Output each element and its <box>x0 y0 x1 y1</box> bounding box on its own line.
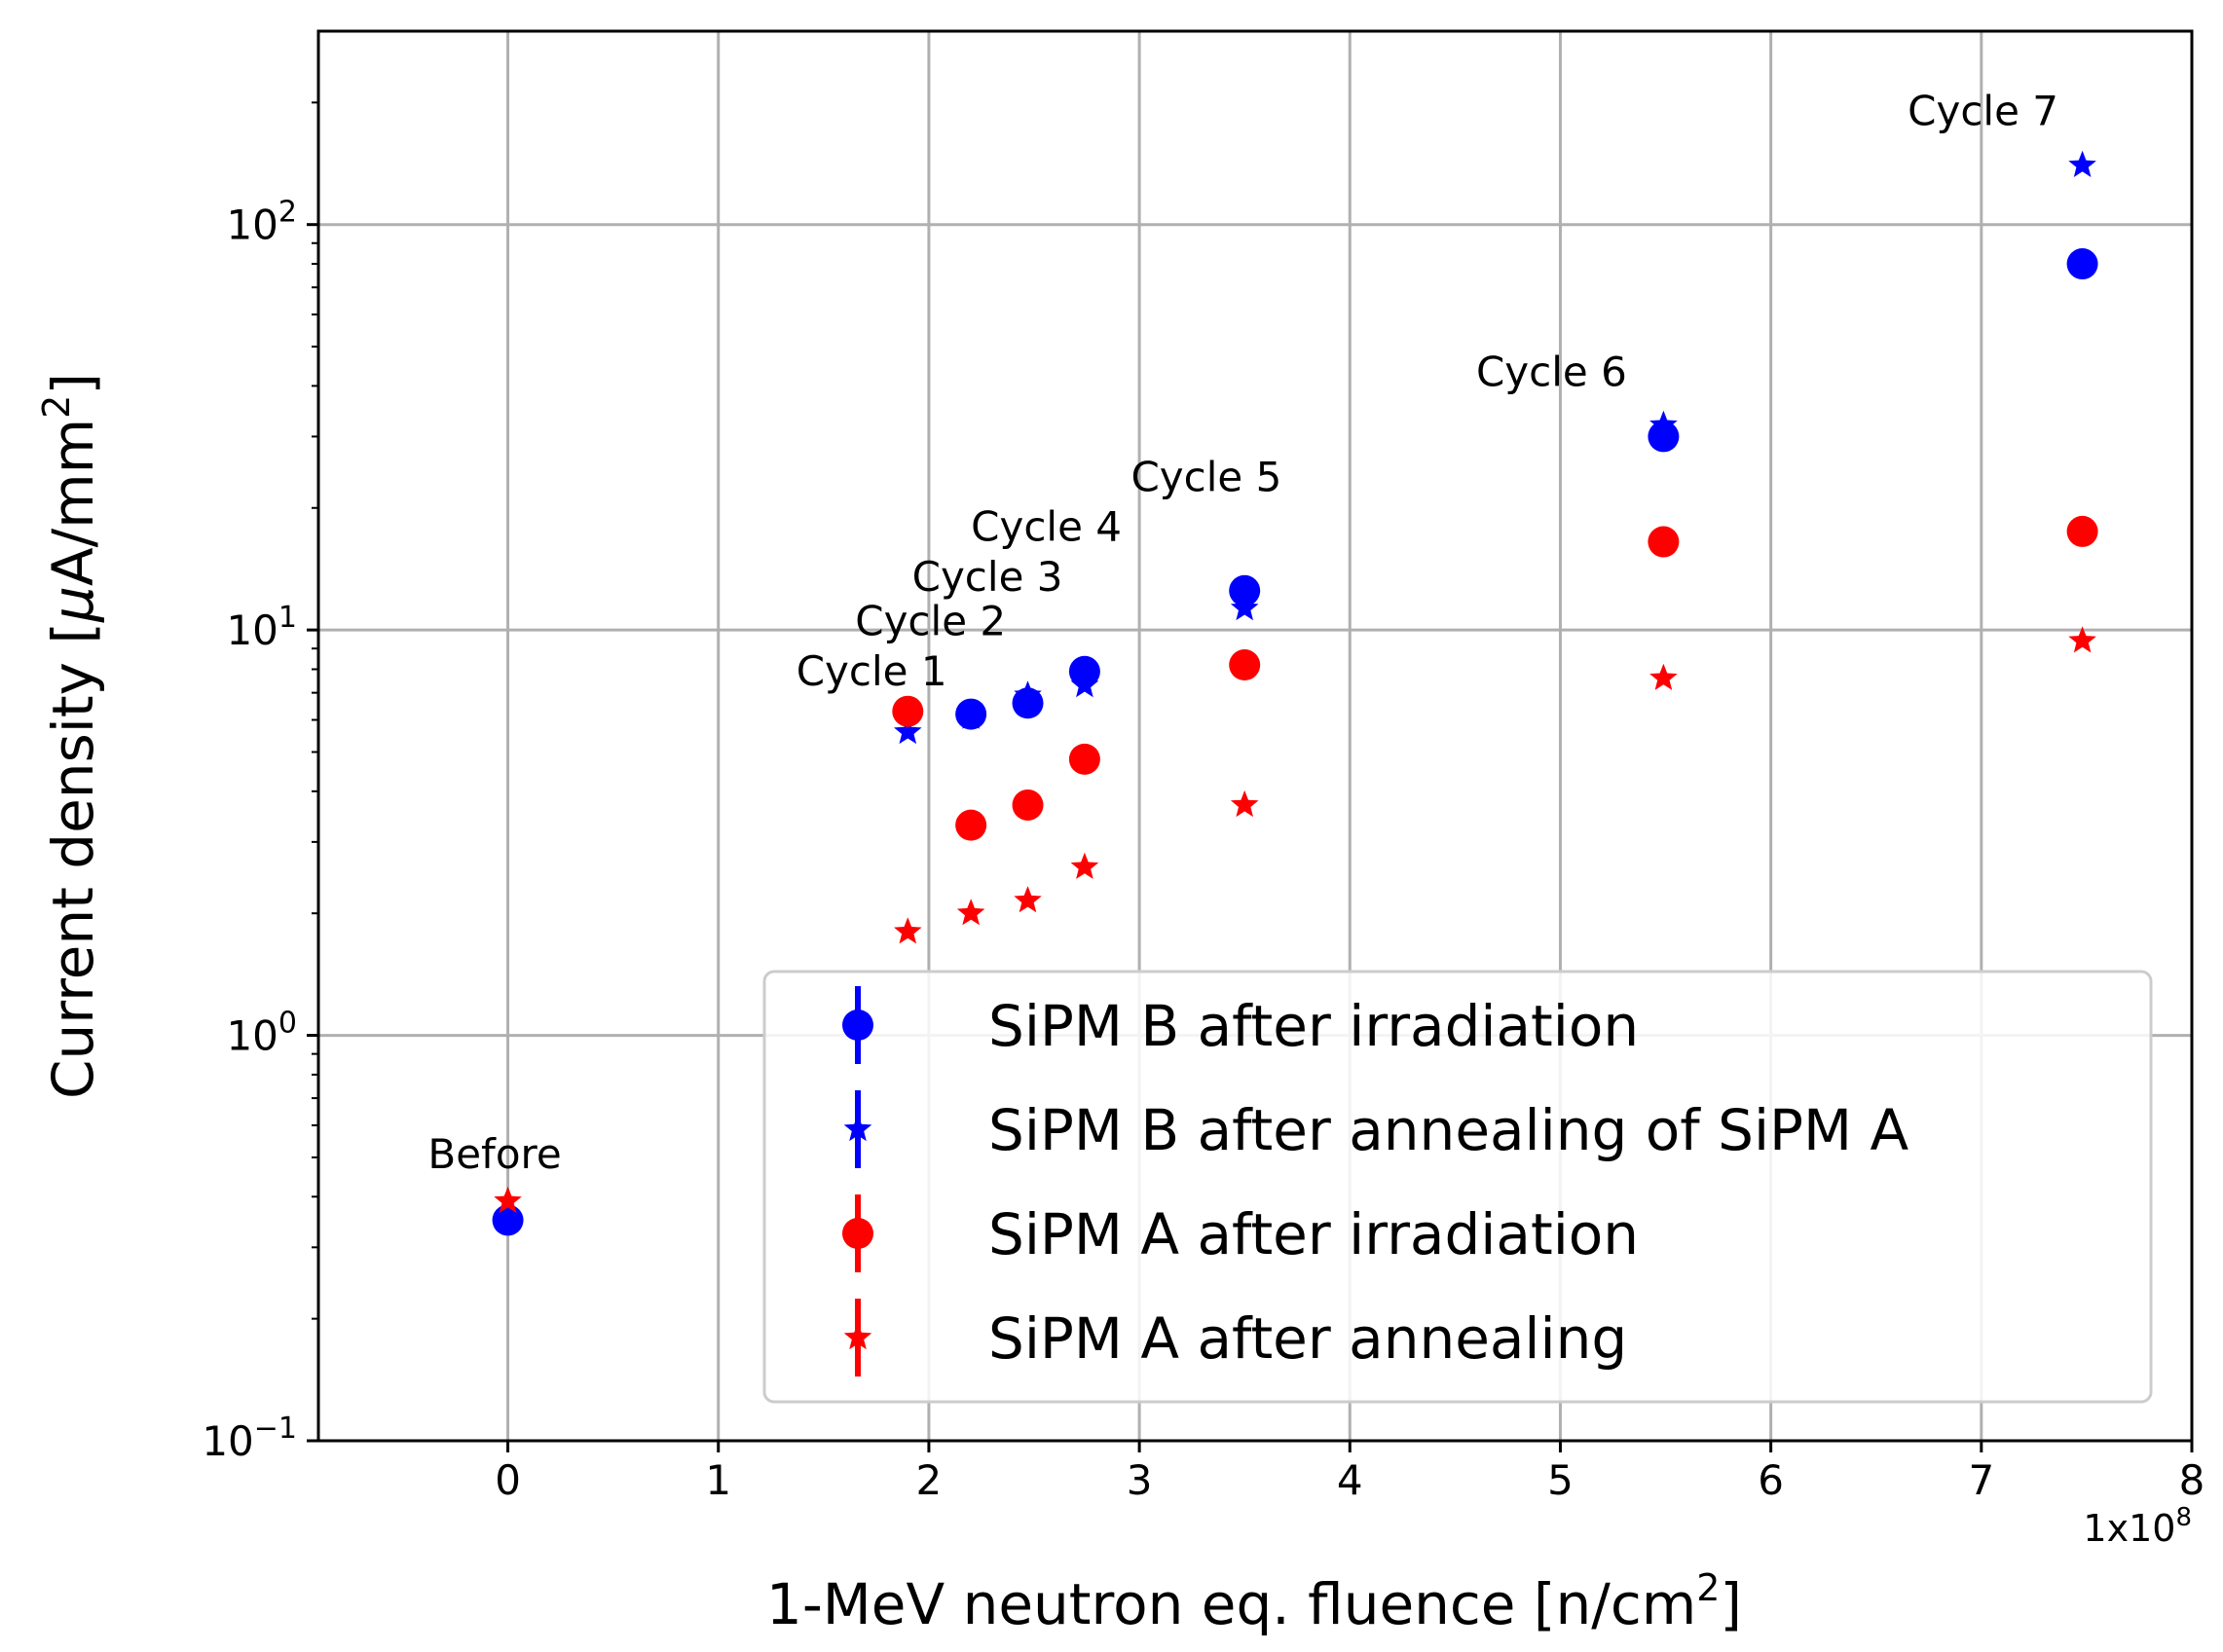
data-point <box>1230 594 1259 621</box>
data-point <box>2066 248 2098 280</box>
data-point <box>1649 410 1678 437</box>
x-tick-label: 1 <box>705 1456 731 1504</box>
legend-label: SiPM B after irradiation <box>988 993 1639 1059</box>
data-point <box>956 702 985 729</box>
data-point <box>1070 852 1099 879</box>
x-tick-label: 2 <box>916 1456 943 1504</box>
data-point <box>1648 421 1680 453</box>
data-point <box>1229 574 1261 606</box>
x-tick-label: 0 <box>495 1456 521 1504</box>
point-annotation: Cycle 4 <box>971 502 1122 550</box>
legend-label: SiPM B after annealing of SiPM A <box>988 1097 1909 1163</box>
x-axis-label: 1-MeV neutron eq. fluence [n/cm2] <box>766 1566 1742 1637</box>
legend-marker <box>843 1323 872 1350</box>
point-annotation: Cycle 1 <box>797 647 947 695</box>
data-point <box>1012 789 1044 821</box>
data-markers <box>492 150 2098 1236</box>
data-point <box>494 1186 522 1213</box>
x-tick-label: 8 <box>2179 1456 2205 1504</box>
data-point <box>1230 789 1259 818</box>
point-annotation: Cycle 5 <box>1130 454 1281 501</box>
data-point <box>492 1204 524 1236</box>
x-tick-label: 7 <box>1968 1456 1994 1504</box>
legend-label: SiPM A after annealing <box>988 1305 1627 1372</box>
data-point <box>2068 626 2096 653</box>
data-point <box>956 899 985 926</box>
data-point <box>1648 526 1680 558</box>
x-axis-multiplier: 1x108 <box>2083 1503 2192 1550</box>
x-tick-label: 3 <box>1127 1456 1153 1504</box>
point-annotation: Cycle 3 <box>912 553 1063 601</box>
data-point <box>1014 886 1042 913</box>
data-point <box>2066 515 2098 547</box>
data-point <box>894 717 922 745</box>
y-tick-label: 10−1 <box>202 1412 297 1465</box>
legend-marker <box>842 1010 873 1041</box>
plot-frame <box>316 29 2194 1443</box>
y-axis-label: Current density [μA/mm2] <box>35 373 106 1099</box>
point-annotation: Cycle 7 <box>1908 87 2058 134</box>
x-tick-label: 6 <box>1758 1456 1784 1504</box>
legend-marker <box>843 1115 872 1142</box>
data-point <box>1649 663 1678 690</box>
y-tick-label: 100 <box>226 1007 297 1060</box>
data-point <box>1229 649 1261 681</box>
point-annotation: Cycle 6 <box>1476 348 1627 395</box>
x-tick-label: 4 <box>1337 1456 1363 1504</box>
axis-ticks: 0 1 2 3 4 5 6 7 8 10−1 100 101 102 <box>202 101 2205 1504</box>
data-point <box>894 917 922 944</box>
legend-box <box>762 970 2153 1404</box>
y-tick-label: 101 <box>226 601 297 654</box>
data-point <box>955 809 987 841</box>
x-tick-label: 5 <box>1547 1456 1574 1504</box>
point-annotation: Cycle 2 <box>855 598 1006 645</box>
data-point <box>2068 150 2096 177</box>
data-point <box>1068 743 1100 775</box>
data-point <box>892 695 924 727</box>
data-point <box>1014 680 1042 708</box>
legend: SiPM B after irradiation SiPM B after ann… <box>762 970 2153 1404</box>
data-point <box>1070 671 1099 698</box>
y-tick-label: 102 <box>226 196 297 249</box>
point-annotation: Before <box>427 1130 561 1178</box>
legend-marker <box>842 1218 873 1249</box>
legend-label: SiPM A after irradiation <box>988 1201 1639 1267</box>
